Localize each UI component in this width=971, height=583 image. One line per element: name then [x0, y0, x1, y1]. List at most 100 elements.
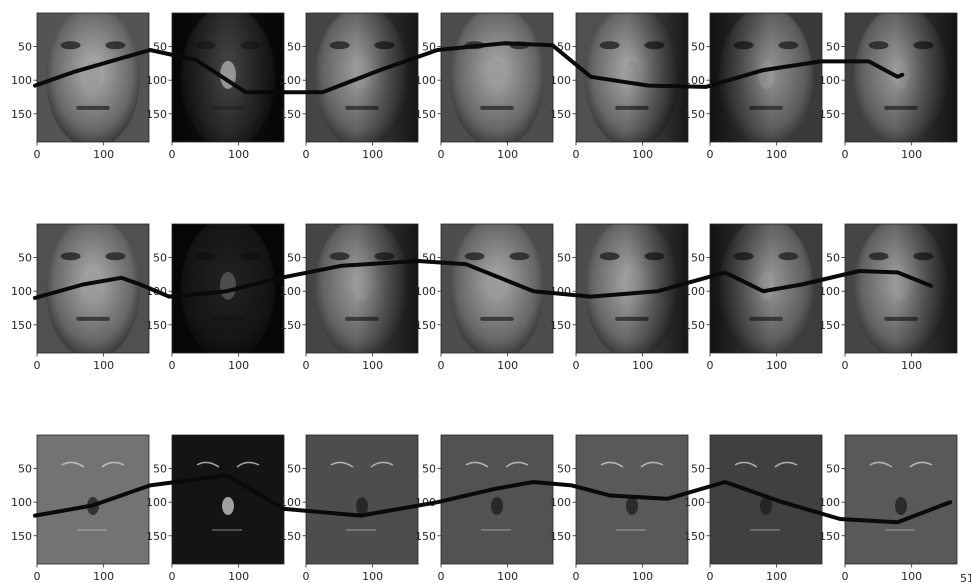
x-tick-label: 100: [901, 359, 922, 372]
x-tick-label: 0: [303, 570, 310, 583]
axes-frame: [844, 223, 958, 354]
y-tick-label: 100: [550, 496, 571, 509]
x-tick-label: 0: [169, 570, 176, 583]
x-tick-label: 0: [34, 359, 41, 372]
y-tick-label: 150: [11, 530, 32, 543]
y-tick-label: 100: [415, 74, 436, 87]
y-tick-label: 100: [819, 496, 840, 509]
panel-r3-c5: 50 100 150 0 100: [550, 434, 689, 583]
x-tick-label: 100: [228, 570, 249, 583]
y-tick-label: 150: [819, 319, 840, 332]
y-tick-label: 50: [287, 41, 301, 54]
y-tick-label: 100: [684, 285, 705, 298]
x-tick-label: 100: [632, 570, 653, 583]
x-tick-label: 0: [707, 570, 714, 583]
x-tick-label: 100: [632, 359, 653, 372]
y-tick-label: 150: [819, 530, 840, 543]
x-tick-label: 100: [362, 359, 383, 372]
x-tick-label: 100: [93, 359, 114, 372]
axes-frame: [305, 223, 419, 354]
x-tick-label: 0: [438, 359, 445, 372]
y-tick-label: 50: [691, 41, 705, 54]
y-tick-label: 150: [280, 108, 301, 121]
x-tick-label: 100: [93, 148, 114, 161]
y-tick-label: 50: [422, 463, 436, 476]
y-tick-label: 150: [684, 108, 705, 121]
y-tick-label: 50: [287, 252, 301, 265]
y-tick-label: 50: [287, 463, 301, 476]
y-tick-label: 50: [826, 463, 840, 476]
panel-image: [710, 224, 822, 353]
panel-r2-c6: 50 100 150 0 100: [684, 223, 823, 372]
x-tick-label: 100: [228, 148, 249, 161]
y-tick-label: 150: [550, 530, 571, 543]
x-tick-label: 0: [573, 359, 580, 372]
y-tick-label: 100: [550, 74, 571, 87]
y-tick-label: 50: [557, 252, 571, 265]
overlay-strokes: [33, 41, 953, 525]
y-tick-label: 150: [550, 319, 571, 332]
overlay-stroke-row-1: [33, 41, 905, 95]
y-tick-label: 150: [415, 108, 436, 121]
x-tick-label: 0: [842, 148, 849, 161]
x-tick-label: 100: [901, 148, 922, 161]
x-tick-label: 0: [34, 148, 41, 161]
y-tick-label: 50: [691, 463, 705, 476]
edge-tick-label: 51: [960, 572, 971, 583]
y-tick-label: 150: [11, 108, 32, 121]
axes-frame: [575, 12, 689, 143]
y-tick-label: 150: [684, 319, 705, 332]
panel-image: [845, 224, 957, 353]
x-tick-label: 100: [766, 148, 787, 161]
y-tick-label: 100: [146, 496, 167, 509]
x-tick-label: 0: [303, 148, 310, 161]
y-tick-label: 150: [819, 108, 840, 121]
panel-image: [845, 435, 957, 564]
x-tick-label: 0: [303, 359, 310, 372]
overlay-stroke-row-2: [33, 259, 933, 300]
axes-frame: [575, 434, 689, 565]
panel-image: [441, 224, 553, 353]
panel-image: [37, 435, 149, 564]
axes-frame: [844, 434, 958, 565]
y-tick-label: 50: [691, 252, 705, 265]
y-tick-label: 150: [415, 319, 436, 332]
x-tick-label: 100: [497, 359, 518, 372]
axes-frame: [440, 12, 554, 143]
x-tick-label: 100: [93, 570, 114, 583]
panel-r2-c7: 50 100 150 0 100: [819, 223, 958, 372]
y-tick-label: 50: [557, 463, 571, 476]
axes-frame: [171, 12, 285, 143]
x-tick-label: 0: [707, 148, 714, 161]
y-tick-label: 150: [11, 319, 32, 332]
x-tick-label: 100: [766, 359, 787, 372]
y-tick-label: 150: [550, 108, 571, 121]
y-tick-label: 150: [280, 319, 301, 332]
panel-r2-c1: 50 100 150 0 100: [11, 223, 150, 372]
axes-frame: [171, 434, 285, 565]
y-tick-label: 100: [819, 285, 840, 298]
x-tick-label: 100: [901, 570, 922, 583]
y-tick-label: 50: [153, 252, 167, 265]
x-tick-label: 0: [707, 359, 714, 372]
x-tick-label: 0: [438, 570, 445, 583]
y-tick-label: 150: [146, 530, 167, 543]
axes-frame: [305, 12, 419, 143]
x-tick-label: 100: [362, 148, 383, 161]
panel-image: [306, 224, 418, 353]
y-tick-label: 100: [11, 496, 32, 509]
panel-r3-c7: 50 100 150 0 100: [819, 434, 958, 583]
x-tick-label: 100: [497, 148, 518, 161]
y-tick-label: 100: [684, 74, 705, 87]
overlay-stroke-row-3: [33, 473, 953, 525]
y-tick-label: 50: [826, 252, 840, 265]
panel-grid: 50 100 150 0 100 50 100 150 0 100 50 100 150 0 100 50 10…: [11, 12, 958, 583]
panel-image: [710, 13, 822, 142]
x-tick-label: 0: [842, 570, 849, 583]
x-tick-label: 0: [169, 148, 176, 161]
x-tick-label: 100: [632, 148, 653, 161]
panel-r3-c1: 50 100 150 0 100: [11, 434, 150, 583]
